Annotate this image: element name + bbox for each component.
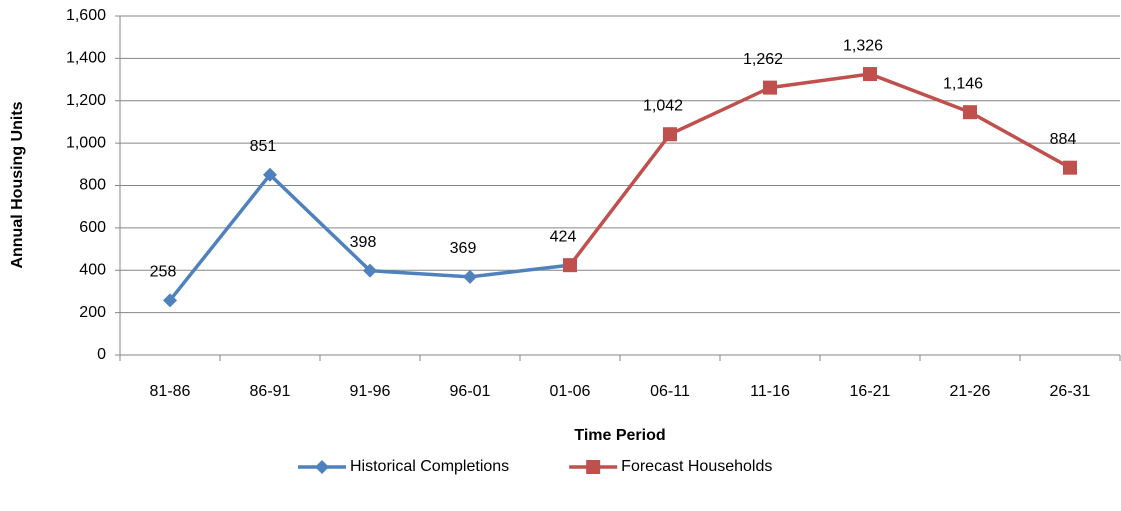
y-tick-label: 1,000 bbox=[66, 134, 106, 151]
data-point bbox=[463, 269, 477, 284]
x-tick-label: 96-01 bbox=[450, 383, 491, 400]
x-tick-label: 21-26 bbox=[950, 383, 991, 400]
series-line bbox=[568, 72, 1071, 267]
data-label: 398 bbox=[350, 234, 377, 251]
y-tick-label: 1,600 bbox=[66, 7, 106, 24]
data-point bbox=[163, 293, 177, 308]
data-point bbox=[863, 67, 877, 82]
data-point bbox=[1063, 160, 1077, 175]
data-label: 369 bbox=[450, 240, 477, 257]
x-tick-label: 26-31 bbox=[1050, 383, 1091, 400]
x-tick-label: 01-06 bbox=[550, 383, 591, 400]
legend-label: Forecast Households bbox=[621, 458, 772, 475]
data-label: 884 bbox=[1050, 131, 1077, 148]
data-point bbox=[963, 105, 977, 120]
data-label: 258 bbox=[150, 264, 177, 281]
y-tick-label: 200 bbox=[79, 304, 106, 321]
data-point bbox=[663, 127, 677, 142]
data-label: 424 bbox=[550, 228, 577, 245]
data-label: 1,262 bbox=[743, 51, 783, 68]
legend-label: Historical Completions bbox=[350, 458, 509, 475]
data-point bbox=[263, 167, 277, 182]
x-tick-label: 16-21 bbox=[850, 383, 891, 400]
data-point bbox=[363, 263, 377, 278]
y-axis-title: Annual Housing Units bbox=[9, 101, 26, 268]
y-tick-label: 600 bbox=[79, 219, 106, 236]
x-tick-label: 11-16 bbox=[750, 383, 790, 400]
y-tick-label: 1,200 bbox=[66, 92, 106, 109]
data-label: 1,326 bbox=[843, 37, 883, 54]
legend-marker bbox=[315, 460, 329, 474]
data-point bbox=[763, 80, 777, 95]
data-label: 851 bbox=[250, 138, 277, 155]
legend-marker bbox=[586, 460, 601, 474]
x-tick-label: 06-11 bbox=[650, 383, 690, 400]
y-tick-label: 800 bbox=[79, 177, 106, 194]
x-tick-label: 91-96 bbox=[350, 383, 391, 400]
y-tick-label: 0 bbox=[97, 346, 106, 363]
data-label: 1,042 bbox=[643, 97, 683, 114]
x-tick-label: 86-91 bbox=[250, 383, 291, 400]
y-tick-label: 400 bbox=[79, 261, 106, 278]
data-label: 1,146 bbox=[943, 75, 983, 92]
x-tick-label: 81-86 bbox=[150, 383, 191, 400]
data-point bbox=[563, 258, 577, 273]
x-axis-title: Time Period bbox=[574, 427, 665, 444]
y-tick-label: 1,400 bbox=[66, 50, 106, 67]
